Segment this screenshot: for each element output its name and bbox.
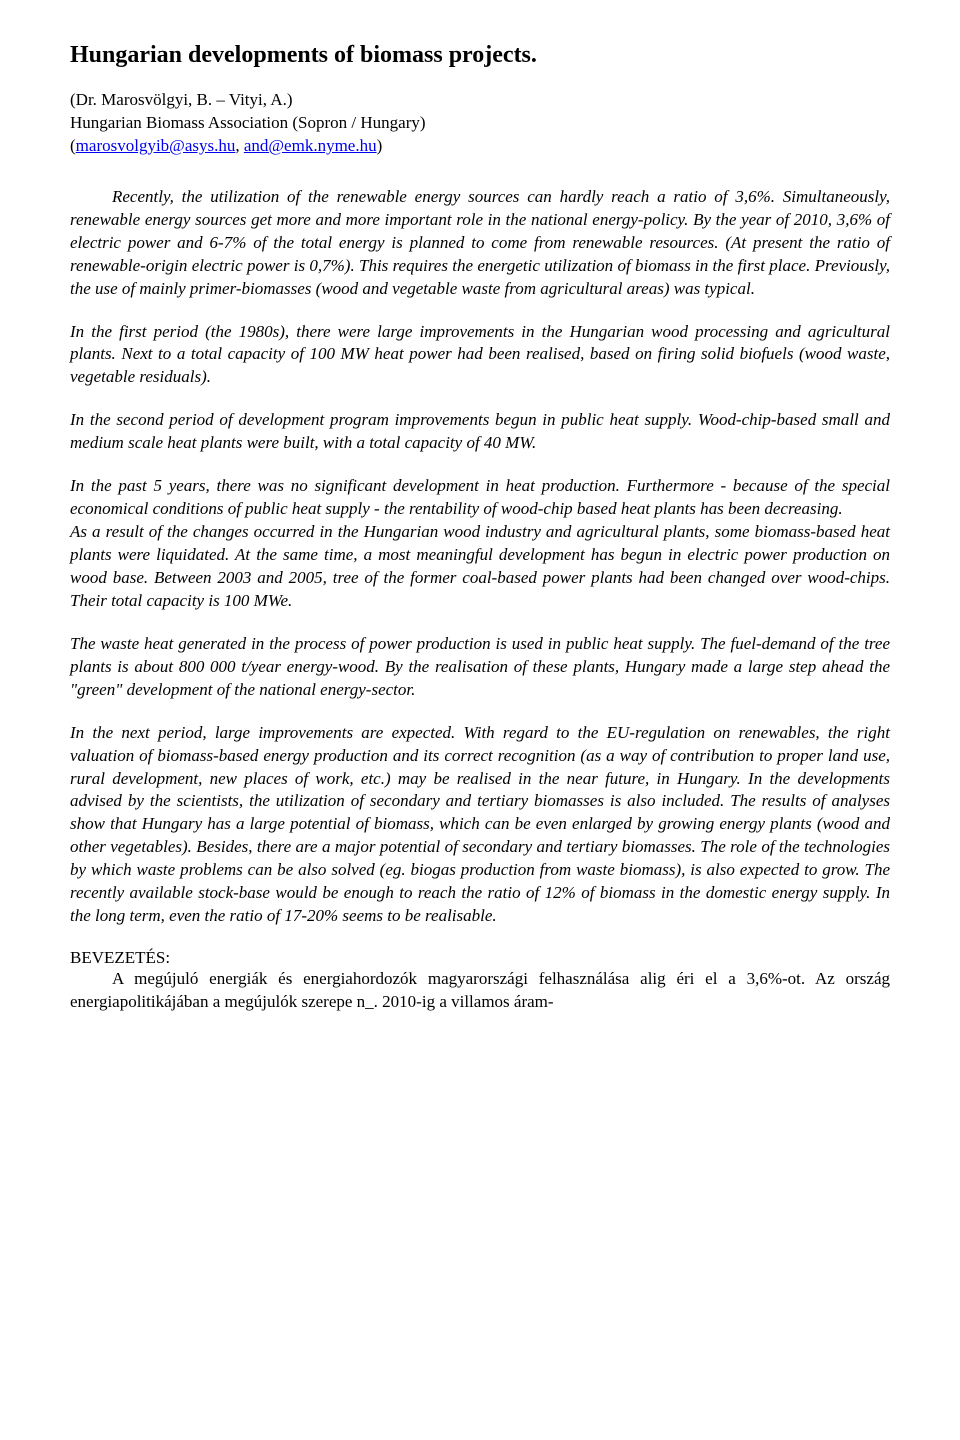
document-title: Hungarian developments of biomass projec…	[70, 42, 890, 69]
paragraph-7: In the next period, large improvements a…	[70, 722, 890, 928]
paragraph-3: In the second period of development prog…	[70, 409, 890, 455]
emails-middle: ,	[235, 136, 244, 155]
paragraph-2: In the first period (the 1980s), there w…	[70, 321, 890, 390]
emails-line: (marosvolgyib@asys.hu, and@emk.nyme.hu)	[70, 135, 890, 158]
hungarian-paragraph: A megújuló energiák és energiahordozók m…	[70, 968, 890, 1014]
affiliation-line: Hungarian Biomass Association (Sopron / …	[70, 112, 890, 135]
hungarian-text: A megújuló energiák és energiahordozók m…	[70, 968, 890, 1014]
paragraph-1: Recently, the utilization of the renewab…	[70, 186, 890, 301]
email-link-1[interactable]: marosvolgyib@asys.hu	[76, 136, 236, 155]
authors-line: (Dr. Marosvölgyi, B. – Vityi, A.)	[70, 89, 890, 112]
paragraph-4: In the past 5 years, there was no signif…	[70, 475, 890, 521]
paragraph-6: The waste heat generated in the process …	[70, 633, 890, 702]
section-heading-bevezetes: BEVEZETÉS:	[70, 948, 890, 968]
paragraph-5: As a result of the changes occurred in t…	[70, 521, 890, 613]
emails-suffix: )	[377, 136, 383, 155]
email-link-2[interactable]: and@emk.nyme.hu	[244, 136, 377, 155]
